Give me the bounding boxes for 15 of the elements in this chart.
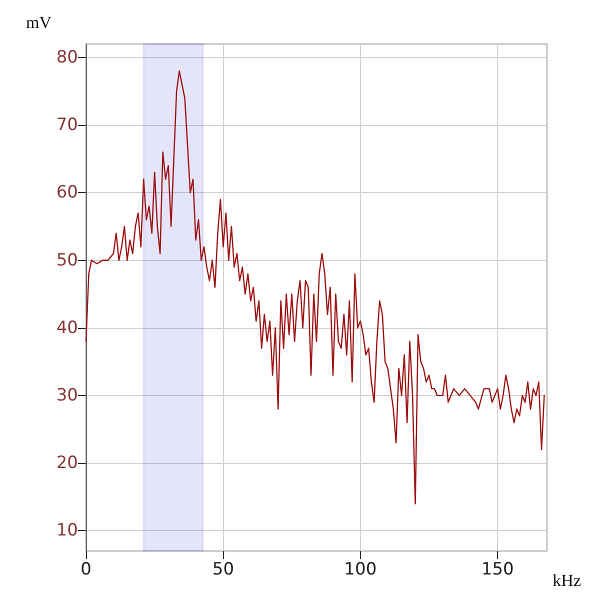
- y-tick-label: 30: [56, 386, 78, 406]
- y-tick-label: 40: [56, 318, 78, 338]
- y-tick-label: 60: [56, 182, 78, 203]
- y-axis-title: mV: [26, 13, 52, 32]
- y-tick-label: 50: [56, 250, 78, 270]
- x-tick-label: 100: [344, 560, 377, 580]
- x-axis-title: kHz: [552, 571, 582, 590]
- y-tick-label: 70: [56, 115, 78, 136]
- line-series: [85, 70, 545, 504]
- y-tick-label: 80: [56, 48, 78, 68]
- x-tick-label: 50: [212, 560, 234, 580]
- y-tick-label: 20: [56, 453, 78, 474]
- x-tick-label: 0: [80, 560, 92, 580]
- x-tick-label: 150: [481, 560, 514, 580]
- y-tick-label: 10: [56, 520, 78, 541]
